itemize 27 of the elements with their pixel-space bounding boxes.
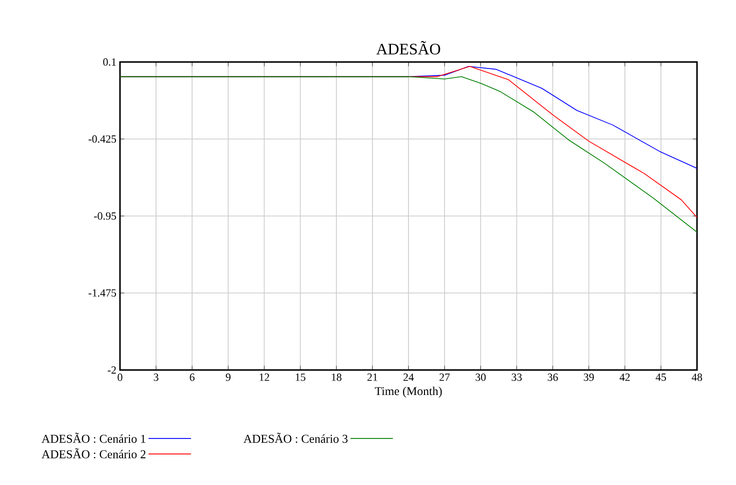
y-tick-label: -1.475 xyxy=(88,289,116,297)
legend-label: ADESÃO : Cenário 3 xyxy=(244,432,348,443)
x-tick-label: 9 xyxy=(226,374,230,381)
x-tick-label: 45 xyxy=(656,374,666,381)
x-tick-label: 48 xyxy=(692,374,702,381)
x-tick-label: 3 xyxy=(154,374,158,381)
y-tick-label: -0.425 xyxy=(88,135,116,143)
legend-label: ADESÃO : Cenário 2 xyxy=(42,448,146,458)
x-tick-label: 15 xyxy=(296,374,306,381)
y-tick-label: -0.95 xyxy=(94,212,116,220)
x-tick-label: 33 xyxy=(512,374,522,381)
x-tick-label: 12 xyxy=(260,374,270,381)
x-tick-label: 36 xyxy=(548,374,558,381)
x-tick-label: 18 xyxy=(332,374,342,381)
y-tick-label: 0.1 xyxy=(103,58,116,66)
x-tick-label: 21 xyxy=(367,374,378,381)
x-tick-label: 24 xyxy=(404,374,414,381)
x-tick-label: 27 xyxy=(440,374,450,381)
x-tick-label: 6 xyxy=(190,374,195,381)
x-tick-label: 39 xyxy=(584,374,594,381)
y-tick-label: -2 xyxy=(108,366,116,374)
x-tick-label: 0 xyxy=(118,374,122,381)
x-axis-title: Time (Month) xyxy=(374,386,442,398)
chart-title: ADESÃO xyxy=(376,41,440,54)
x-tick-label: 42 xyxy=(620,374,630,381)
x-tick-label: 30 xyxy=(476,374,486,381)
legend-label: ADESÃO : Cenário 1 xyxy=(42,432,146,443)
